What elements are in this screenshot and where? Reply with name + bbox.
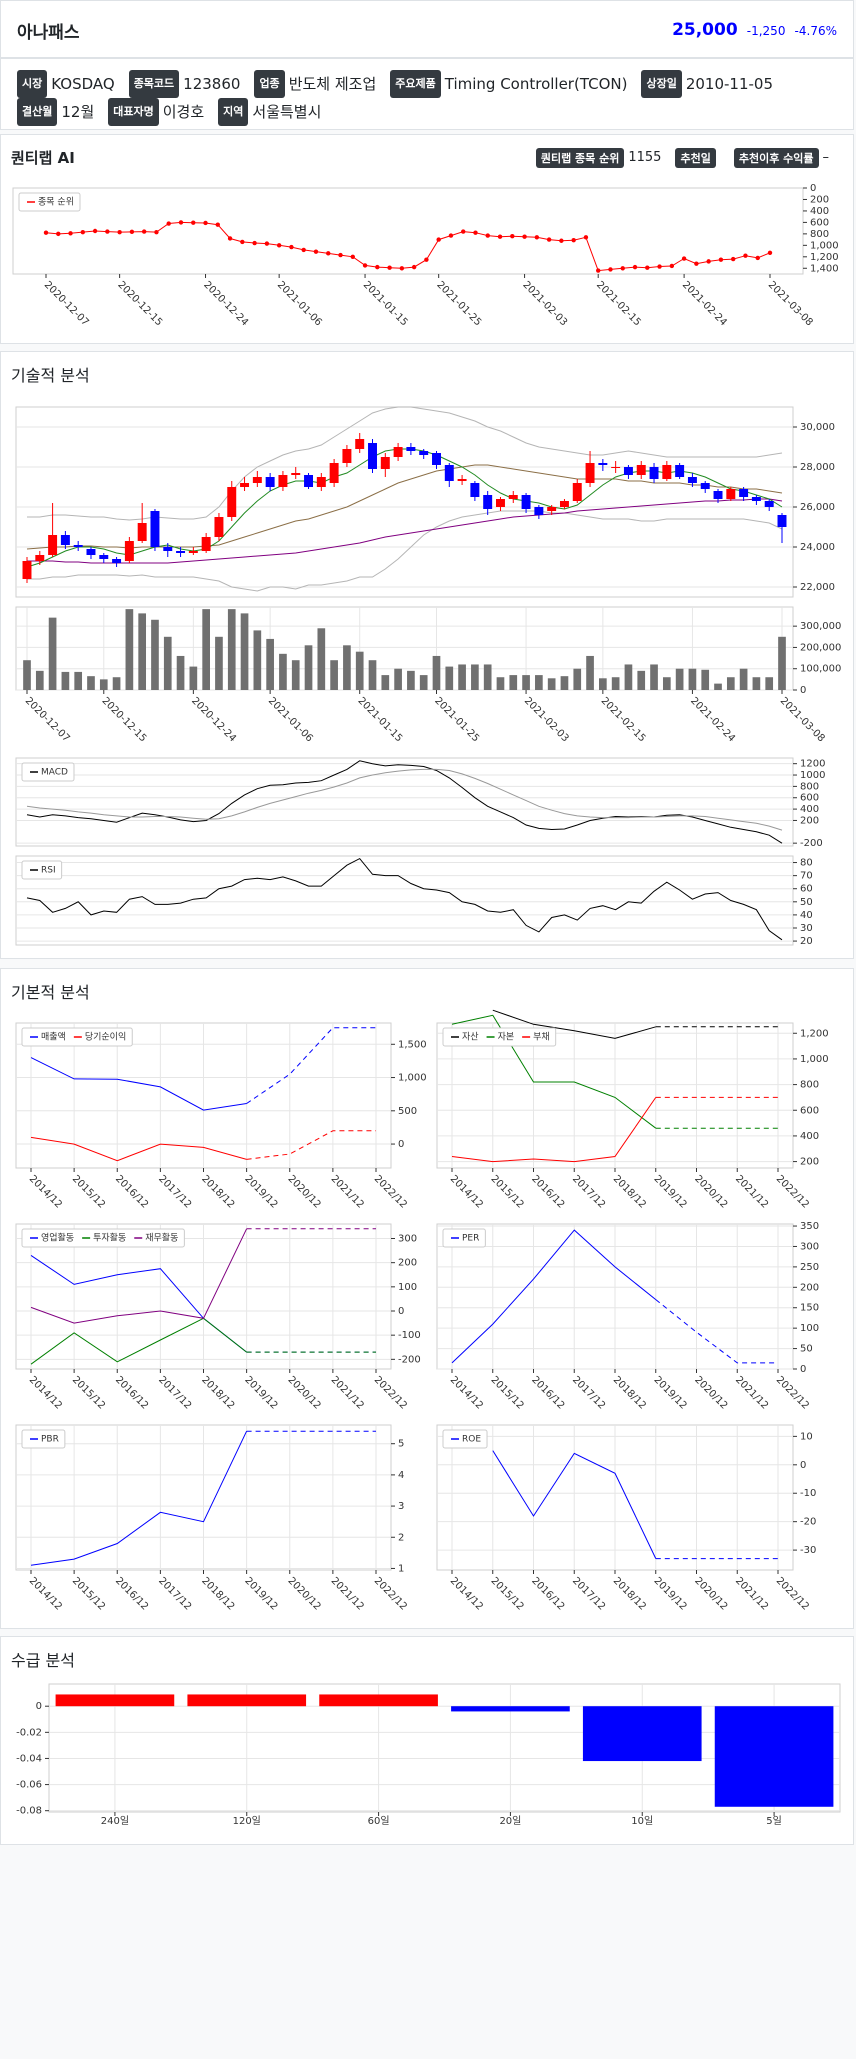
- info-label: 지역: [218, 98, 249, 126]
- quant-label: 퀀티랩 종목 순위: [535, 147, 625, 168]
- quant-label: 추천이후 수익률: [733, 147, 819, 168]
- info-label: 주요제품: [390, 70, 441, 98]
- info-label: 업종: [254, 70, 285, 98]
- change: -1,250: [746, 24, 786, 38]
- quant-value: 1155: [628, 150, 662, 165]
- fundamental-card: 기본적 분석: [0, 968, 854, 1629]
- quant-value: –: [822, 150, 830, 165]
- quant-title: 퀀티랩 AI: [11, 149, 75, 167]
- supply-card: 수급 분석: [0, 1636, 854, 1845]
- quant-card: 퀀티랩 AI 퀀티랩 종목 순위 1155 추천일 추천이후 수익률 –: [0, 134, 854, 344]
- section-title: 수급 분석: [11, 1651, 75, 1670]
- section-title: 기술적 분석: [11, 366, 90, 385]
- info-row: 시장 KOSDAQ 종목코드 123860 업종 반도체 제조업 주요제품 Timing Co…: [17, 70, 837, 98]
- price: 25,000: [672, 20, 738, 40]
- info-label: 결산월: [17, 98, 58, 126]
- info-label: 시장: [17, 70, 48, 98]
- section-title: 기본적 분석: [11, 983, 90, 1002]
- info-label: 종목코드: [128, 70, 180, 98]
- info-value: 2010-11-05: [685, 75, 774, 93]
- info-value: 이경호: [162, 103, 205, 121]
- info-value: Timing Controller(TCON): [444, 75, 628, 93]
- info-label: 상장일: [641, 70, 682, 98]
- info-value: 서울특별시: [252, 103, 322, 121]
- change-pct: -4.76%: [794, 24, 837, 38]
- info-value: KOSDAQ: [51, 75, 115, 93]
- quant-label: 추천일: [675, 147, 716, 168]
- info-card: 시장 KOSDAQ 종목코드 123860 업종 반도체 제조업 주요제품 Timing Co…: [0, 58, 854, 130]
- info-label: 대표자명: [108, 98, 159, 126]
- info-value: 123860: [183, 75, 241, 93]
- info-row: 결산월 12월 대표자명 이경호 지역 서울특별시: [17, 98, 837, 126]
- price-box: 25,000 -1,250 -4.76%: [672, 20, 837, 40]
- header-card: 아나패스 25,000 -1,250 -4.76%: [0, 0, 854, 58]
- info-value: 반도체 제조업: [288, 75, 377, 93]
- info-value: 12월: [61, 103, 95, 121]
- quant-items: 퀀티랩 종목 순위 1155 추천일 추천이후 수익률 –: [535, 147, 843, 168]
- technical-card: 기술적 분석: [0, 351, 854, 959]
- stock-name: 아나패스: [17, 23, 80, 43]
